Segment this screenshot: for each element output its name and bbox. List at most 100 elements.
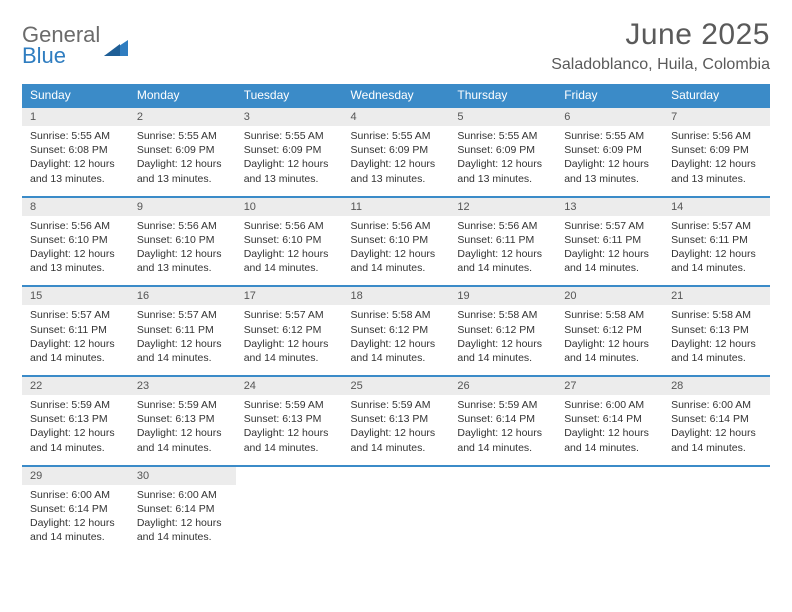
day-number-cell: 18 — [343, 286, 450, 305]
day-number-cell: 13 — [556, 197, 663, 216]
sunrise-line: Sunrise: 5:59 AM — [244, 398, 335, 412]
daylight-line: Daylight: 12 hours and 13 minutes. — [137, 157, 228, 185]
day-number-cell: 15 — [22, 286, 129, 305]
daylight-line: Daylight: 12 hours and 14 minutes. — [564, 337, 655, 365]
daylight-line: Daylight: 12 hours and 14 minutes. — [671, 337, 762, 365]
day-data-cell: Sunrise: 5:58 AMSunset: 6:13 PMDaylight:… — [663, 305, 770, 376]
daylight-line: Daylight: 12 hours and 14 minutes. — [457, 337, 548, 365]
day-number-cell: 17 — [236, 286, 343, 305]
day-number-cell — [556, 466, 663, 485]
daylight-line: Daylight: 12 hours and 14 minutes. — [351, 337, 442, 365]
sunset-line: Sunset: 6:11 PM — [671, 233, 762, 247]
day-number-cell: 4 — [343, 107, 450, 126]
sunset-line: Sunset: 6:13 PM — [351, 412, 442, 426]
day-data-cell: Sunrise: 5:59 AMSunset: 6:13 PMDaylight:… — [22, 395, 129, 466]
sunrise-line: Sunrise: 5:58 AM — [671, 308, 762, 322]
day-number-cell: 1 — [22, 107, 129, 126]
daylight-line: Daylight: 12 hours and 14 minutes. — [137, 337, 228, 365]
day-number-cell: 21 — [663, 286, 770, 305]
logo-triangle-icon — [104, 36, 128, 56]
sunrise-line: Sunrise: 5:57 AM — [30, 308, 121, 322]
day-data-cell: Sunrise: 5:56 AMSunset: 6:11 PMDaylight:… — [449, 216, 556, 287]
sunset-line: Sunset: 6:09 PM — [564, 143, 655, 157]
week-data-row: Sunrise: 5:57 AMSunset: 6:11 PMDaylight:… — [22, 305, 770, 376]
day-data-cell: Sunrise: 5:59 AMSunset: 6:14 PMDaylight:… — [449, 395, 556, 466]
week-data-row: Sunrise: 5:55 AM Sunset: 6:08 PM Daylight:… — [22, 126, 770, 197]
daylight-line: Daylight: 12 hours and 13 minutes. — [137, 247, 228, 275]
sunrise-line: Sunrise: 6:00 AM — [671, 398, 762, 412]
sunset-line: Sunset: 6:11 PM — [137, 323, 228, 337]
sunrise-line: Sunrise: 5:57 AM — [564, 219, 655, 233]
sunrise-line: Sunrise: 6:00 AM — [30, 488, 121, 502]
sunset-line: Sunset: 6:14 PM — [671, 412, 762, 426]
daylight-line: Daylight: 12 hours and 13 minutes. — [671, 157, 762, 185]
sunrise-line: Sunrise: 5:55 AM — [351, 129, 442, 143]
sunrise-line: Sunrise: 5:57 AM — [671, 219, 762, 233]
day-data-cell: Sunrise: 6:00 AMSunset: 6:14 PMDaylight:… — [129, 485, 236, 555]
dow-row: Sunday Monday Tuesday Wednesday Thursday… — [22, 84, 770, 107]
day-number-cell: 25 — [343, 376, 450, 395]
day-data-cell: Sunrise: 5:56 AMSunset: 6:10 PMDaylight:… — [236, 216, 343, 287]
week-number-row: 891011121314 — [22, 197, 770, 216]
dow-monday: Monday — [129, 84, 236, 107]
daylight-line: Daylight: 12 hours and 14 minutes. — [457, 247, 548, 275]
logo-blue: Blue — [22, 45, 100, 67]
daylight-line: Daylight: 12 hours and 13 minutes. — [564, 157, 655, 185]
sunset-line: Sunset: 6:14 PM — [457, 412, 548, 426]
sunset-line: Sunset: 6:08 PM — [30, 143, 121, 157]
month-title: June 2025 — [551, 18, 770, 52]
day-number-cell: 5 — [449, 107, 556, 126]
sunset-line: Sunset: 6:10 PM — [351, 233, 442, 247]
day-data-cell — [449, 485, 556, 555]
day-data-cell: Sunrise: 5:56 AMSunset: 6:10 PMDaylight:… — [343, 216, 450, 287]
dow-wednesday: Wednesday — [343, 84, 450, 107]
day-number-cell: 28 — [663, 376, 770, 395]
day-number-cell: 26 — [449, 376, 556, 395]
sunrise-line: Sunrise: 5:58 AM — [564, 308, 655, 322]
day-data-cell — [343, 485, 450, 555]
day-data-cell: Sunrise: 5:56 AMSunset: 6:10 PMDaylight:… — [22, 216, 129, 287]
day-number-cell: 14 — [663, 197, 770, 216]
sunrise-line: Sunrise: 5:55 AM — [457, 129, 548, 143]
sunset-line: Sunset: 6:10 PM — [244, 233, 335, 247]
day-number-cell: 30 — [129, 466, 236, 485]
sunrise-line: Sunrise: 5:56 AM — [457, 219, 548, 233]
day-number-cell — [236, 466, 343, 485]
sunset-line: Sunset: 6:12 PM — [351, 323, 442, 337]
day-data-cell: Sunrise: 5:57 AMSunset: 6:11 PMDaylight:… — [556, 216, 663, 287]
day-number-cell: 2 — [129, 107, 236, 126]
day-data-cell: Sunrise: 5:55 AMSunset: 6:09 PMDaylight:… — [129, 126, 236, 197]
sunset-line: Sunset: 6:10 PM — [30, 233, 121, 247]
daylight-line: Daylight: 12 hours and 13 minutes. — [244, 157, 335, 185]
daylight-line: Daylight: 12 hours and 14 minutes. — [564, 426, 655, 454]
sunset-line: Sunset: 6:14 PM — [564, 412, 655, 426]
day-number-cell: 11 — [343, 197, 450, 216]
sunrise-line: Sunrise: 5:55 AM — [244, 129, 335, 143]
daylight-line: Daylight: 12 hours and 14 minutes. — [351, 247, 442, 275]
sunrise-line: Sunrise: 5:58 AM — [351, 308, 442, 322]
day-data-cell: Sunrise: 5:57 AMSunset: 6:11 PMDaylight:… — [22, 305, 129, 376]
daylight-line: Daylight: 12 hours and 14 minutes. — [244, 426, 335, 454]
sunset-line: Sunset: 6:09 PM — [351, 143, 442, 157]
week-number-row: 15161718192021 — [22, 286, 770, 305]
day-data-cell: Sunrise: 5:55 AMSunset: 6:09 PMDaylight:… — [343, 126, 450, 197]
calendar-body: 1234567Sunrise: 5:55 AMSunset: 6:08 PMDa… — [22, 107, 770, 554]
sunset-line: Sunset: 6:11 PM — [457, 233, 548, 247]
title-block: June 2025 Saladoblanco, Huila, Colombia — [551, 18, 770, 74]
sunrise-line: Sunrise: 5:58 AM — [457, 308, 548, 322]
daylight-line: Daylight: 12 hours and 14 minutes. — [244, 337, 335, 365]
sunset-line: Sunset: 6:11 PM — [564, 233, 655, 247]
week-number-row: 2930 — [22, 466, 770, 485]
daylight-line: Daylight: 12 hours and 14 minutes. — [671, 247, 762, 275]
daylight-line: Daylight: 12 hours and 14 minutes. — [564, 247, 655, 275]
sunset-line: Sunset: 6:13 PM — [671, 323, 762, 337]
sunset-line: Sunset: 6:14 PM — [30, 502, 121, 516]
sunset-line: Sunset: 6:14 PM — [137, 502, 228, 516]
sunrise-line: Sunrise: 5:59 AM — [137, 398, 228, 412]
day-number-cell: 9 — [129, 197, 236, 216]
sunset-line: Sunset: 6:13 PM — [137, 412, 228, 426]
sunset-line: Sunset: 6:13 PM — [30, 412, 121, 426]
day-number-cell: 8 — [22, 197, 129, 216]
daylight-line: Daylight: 12 hours and 13 minutes. — [457, 157, 548, 185]
week-data-row: Sunrise: 5:56 AMSunset: 6:10 PMDaylight:… — [22, 216, 770, 287]
